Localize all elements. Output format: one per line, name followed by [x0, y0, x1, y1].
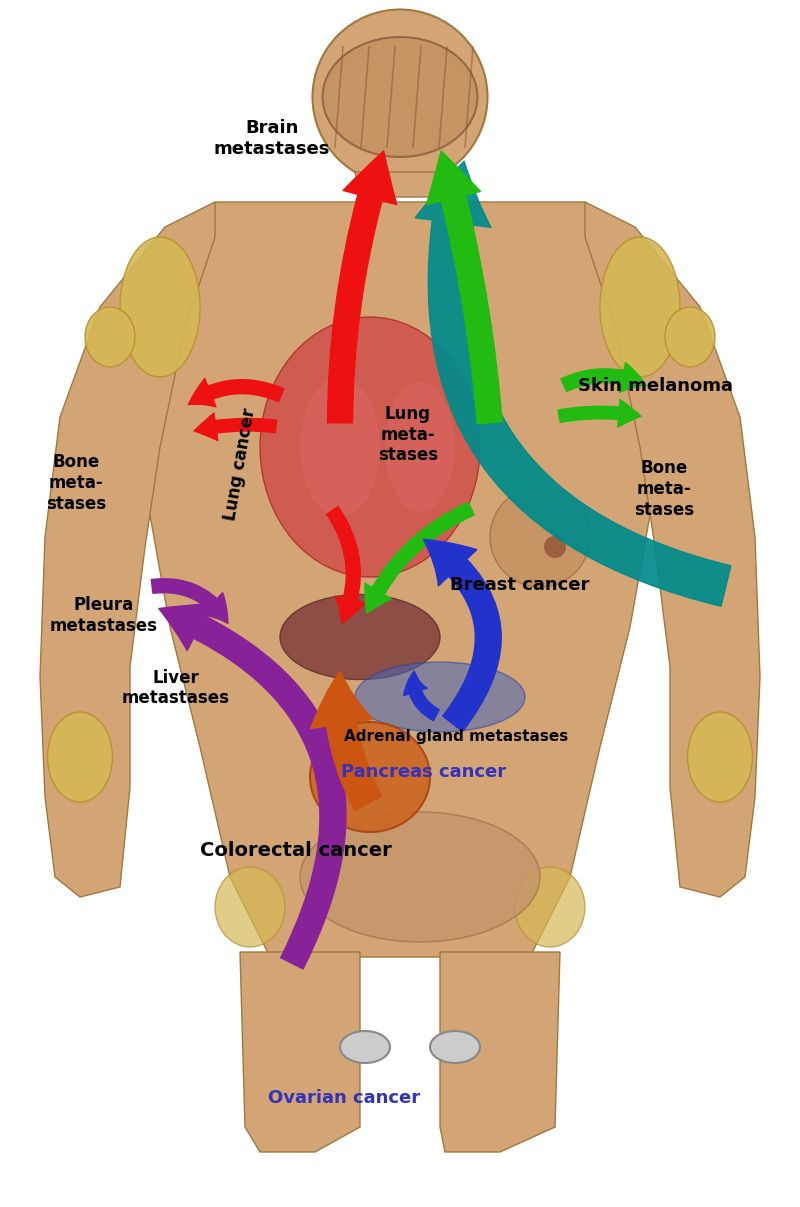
Ellipse shape [47, 712, 113, 801]
Ellipse shape [313, 10, 487, 185]
Text: Lung
meta-
stases: Lung meta- stases [378, 404, 438, 465]
Ellipse shape [260, 317, 480, 577]
Text: Adrenal gland metastases: Adrenal gland metastases [344, 729, 568, 744]
Ellipse shape [430, 1031, 480, 1063]
Ellipse shape [300, 812, 540, 941]
Ellipse shape [120, 237, 200, 377]
FancyArrowPatch shape [403, 671, 439, 721]
FancyArrowPatch shape [194, 413, 277, 441]
FancyArrowPatch shape [326, 507, 365, 623]
Ellipse shape [385, 381, 455, 512]
FancyArrowPatch shape [188, 379, 284, 407]
FancyArrowPatch shape [558, 400, 641, 427]
Ellipse shape [340, 1031, 390, 1063]
Text: Colorectal cancer: Colorectal cancer [200, 841, 392, 861]
Text: Pancreas cancer: Pancreas cancer [342, 764, 506, 781]
Ellipse shape [300, 377, 380, 517]
Polygon shape [40, 202, 215, 897]
Text: Skin melanoma: Skin melanoma [578, 378, 734, 395]
FancyArrowPatch shape [327, 151, 397, 422]
Text: Bone
meta-
stases: Bone meta- stases [46, 453, 106, 513]
Ellipse shape [322, 37, 478, 157]
Text: Breast cancer: Breast cancer [450, 577, 590, 594]
Text: Lung cancer: Lung cancer [222, 407, 258, 523]
Polygon shape [585, 202, 760, 897]
Ellipse shape [600, 237, 680, 377]
Ellipse shape [85, 307, 135, 367]
Text: Ovarian cancer: Ovarian cancer [268, 1090, 420, 1107]
FancyArrowPatch shape [159, 604, 346, 969]
FancyArrowPatch shape [415, 161, 731, 606]
Ellipse shape [687, 712, 753, 801]
Ellipse shape [310, 722, 430, 832]
FancyArrowPatch shape [561, 362, 646, 392]
FancyArrowPatch shape [311, 671, 382, 810]
Text: Bone
meta-
stases: Bone meta- stases [634, 459, 694, 519]
Polygon shape [355, 173, 445, 197]
FancyArrowPatch shape [151, 578, 228, 623]
Ellipse shape [515, 867, 585, 947]
Polygon shape [240, 952, 360, 1151]
Ellipse shape [665, 307, 715, 367]
Ellipse shape [280, 595, 440, 680]
Ellipse shape [355, 661, 525, 731]
Polygon shape [440, 952, 560, 1151]
Polygon shape [140, 202, 660, 957]
Ellipse shape [490, 486, 590, 587]
Ellipse shape [215, 867, 285, 947]
FancyArrowPatch shape [365, 502, 474, 613]
Ellipse shape [544, 536, 566, 558]
Text: Liver
metastases: Liver metastases [122, 669, 230, 707]
FancyArrowPatch shape [426, 151, 502, 424]
FancyArrowPatch shape [423, 540, 502, 731]
Text: Pleura
metastases: Pleura metastases [50, 596, 158, 635]
Text: Brain
metastases: Brain metastases [214, 119, 330, 158]
